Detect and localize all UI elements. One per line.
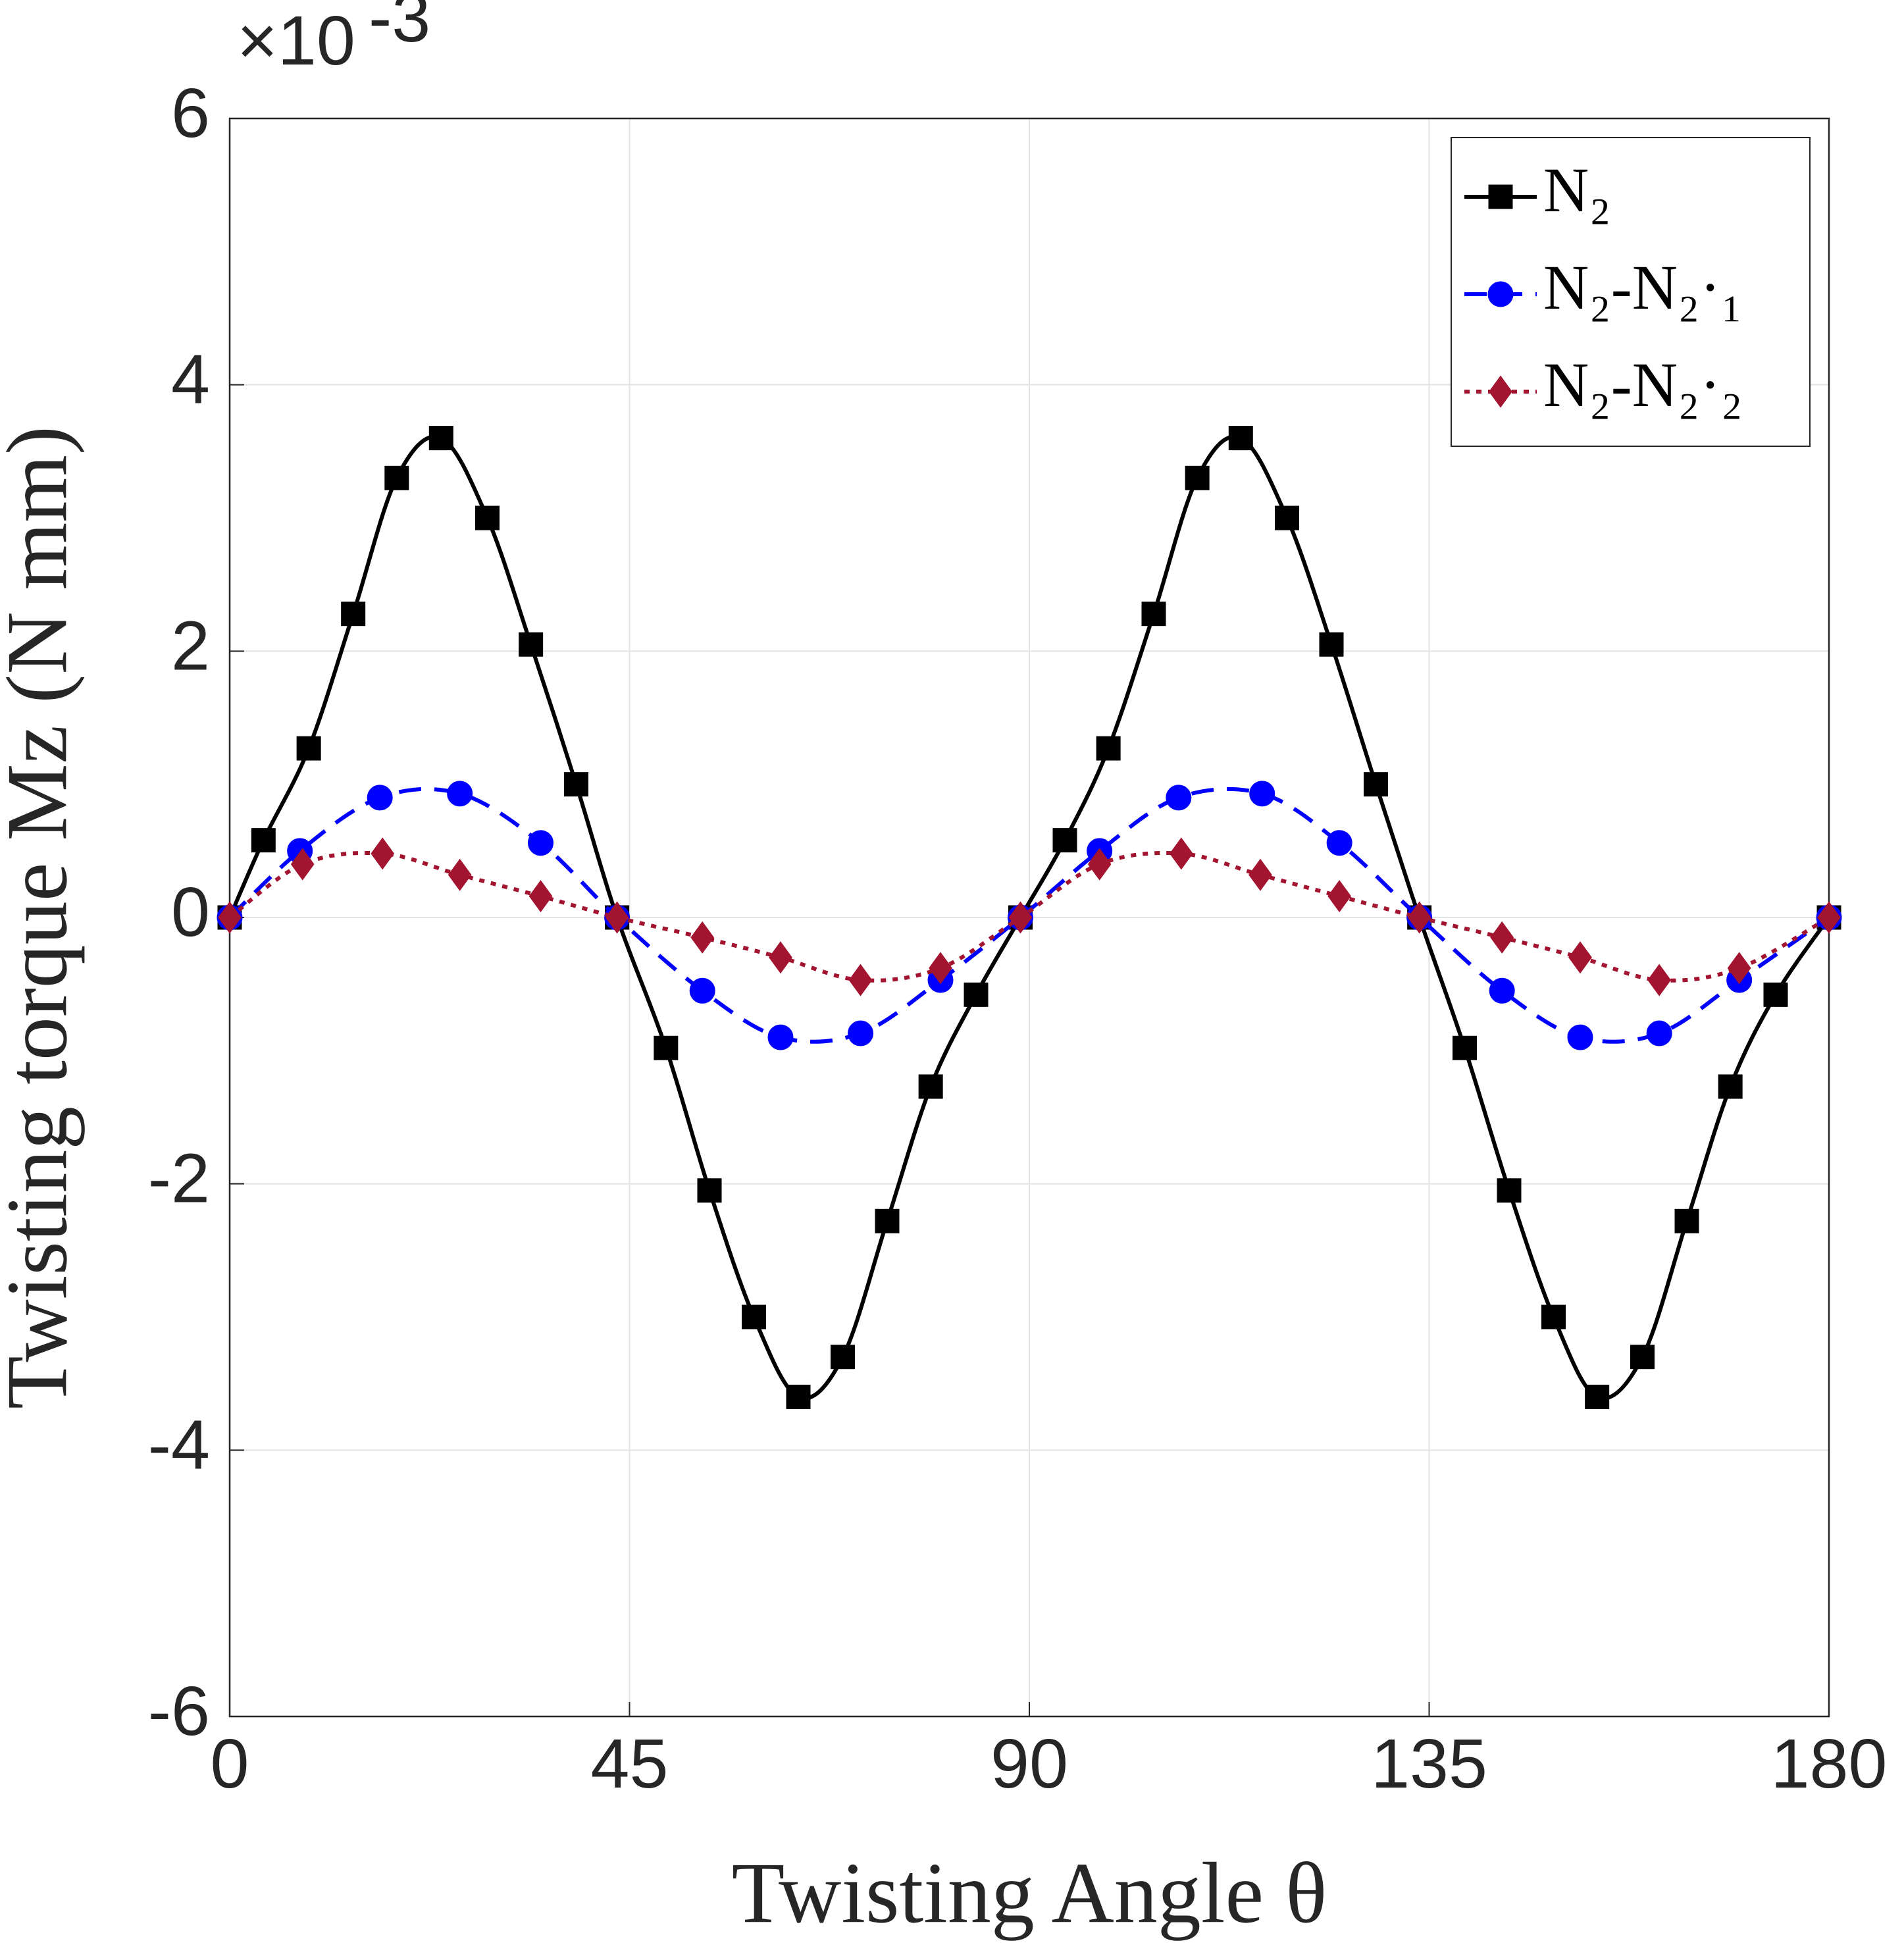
marker	[447, 781, 473, 807]
marker	[1169, 837, 1193, 870]
marker	[296, 736, 321, 761]
marker	[964, 982, 989, 1007]
marker	[1228, 426, 1253, 451]
x-tick-label: 90	[991, 1725, 1068, 1803]
marker	[428, 426, 453, 451]
marker	[528, 830, 553, 856]
marker	[697, 1178, 722, 1203]
marker	[367, 785, 393, 811]
marker	[1327, 880, 1352, 913]
marker	[341, 602, 366, 627]
marker	[929, 952, 952, 985]
marker	[1497, 1178, 1522, 1203]
marker	[1674, 1208, 1699, 1233]
x-tick-label: 0	[211, 1725, 249, 1803]
legend-label: N₂	[1543, 155, 1611, 225]
marker	[767, 1024, 794, 1050]
x-tick-label: 45	[591, 1725, 669, 1803]
marker	[1567, 1024, 1593, 1050]
x-tick-label: 180	[1771, 1725, 1888, 1803]
x-tick-label: 135	[1371, 1725, 1487, 1803]
marker	[1817, 901, 1841, 934]
marker	[1585, 1384, 1610, 1409]
y-tick-label: 0	[171, 873, 210, 951]
marker	[1364, 772, 1388, 797]
marker	[1488, 184, 1513, 209]
y-tick-label: 6	[171, 74, 210, 152]
marker	[1319, 632, 1344, 657]
y-tick-label: -2	[148, 1140, 210, 1218]
marker	[1096, 736, 1121, 761]
marker	[564, 772, 588, 797]
y-tick-label: 4	[171, 341, 210, 419]
marker	[848, 1020, 873, 1046]
y-tick-label: -6	[148, 1672, 210, 1750]
y-tick-label: 2	[171, 607, 210, 684]
marker	[1630, 1345, 1655, 1370]
marker	[1490, 921, 1514, 954]
marker	[689, 977, 715, 1004]
marker	[1541, 1304, 1566, 1329]
marker	[448, 858, 472, 891]
marker	[519, 632, 544, 657]
legend-label: N₂-N₂·₁	[1543, 252, 1743, 322]
marker	[1718, 1074, 1743, 1099]
marker	[1487, 281, 1514, 307]
marker	[1568, 941, 1592, 974]
marker	[875, 1208, 900, 1233]
x-axis-label: Twisting Angle θ	[732, 1844, 1327, 1941]
marker	[1489, 977, 1515, 1004]
marker	[1008, 901, 1033, 934]
marker	[475, 505, 500, 530]
marker	[528, 880, 553, 913]
marker	[1453, 1035, 1477, 1060]
marker	[1248, 858, 1272, 891]
marker	[690, 921, 715, 954]
marker	[654, 1035, 679, 1060]
marker	[218, 901, 242, 934]
marker	[290, 848, 315, 881]
marker	[384, 465, 409, 490]
marker	[1489, 375, 1512, 408]
marker	[1141, 602, 1166, 627]
marker	[831, 1345, 855, 1370]
y-axis-label: Twisting torque Mz (N mm)	[0, 426, 85, 1409]
marker	[1052, 828, 1077, 853]
marker	[371, 837, 395, 870]
marker	[605, 901, 629, 934]
marker	[1166, 785, 1192, 811]
marker	[1646, 1020, 1672, 1046]
marker	[848, 964, 873, 996]
marker	[1087, 848, 1112, 881]
marker	[1326, 830, 1352, 856]
marker	[1275, 505, 1299, 530]
marker	[1647, 964, 1672, 996]
y-scale-base: ×10	[237, 2, 355, 80]
marker	[1185, 465, 1210, 490]
marker	[1249, 781, 1275, 807]
y-tick-label: -4	[148, 1406, 210, 1483]
marker	[786, 1384, 811, 1409]
marker	[918, 1074, 943, 1099]
marker	[1407, 901, 1431, 934]
marker	[1763, 982, 1788, 1007]
y-scale-exponent: -3	[369, 0, 430, 57]
marker	[769, 941, 792, 974]
marker	[1727, 952, 1751, 985]
marker	[742, 1304, 766, 1329]
legend: N₂ N₂-N₂·₁ N₂-N₂·₂	[1451, 137, 1811, 447]
legend-label: N₂-N₂·₂	[1543, 349, 1743, 420]
marker	[251, 828, 276, 853]
